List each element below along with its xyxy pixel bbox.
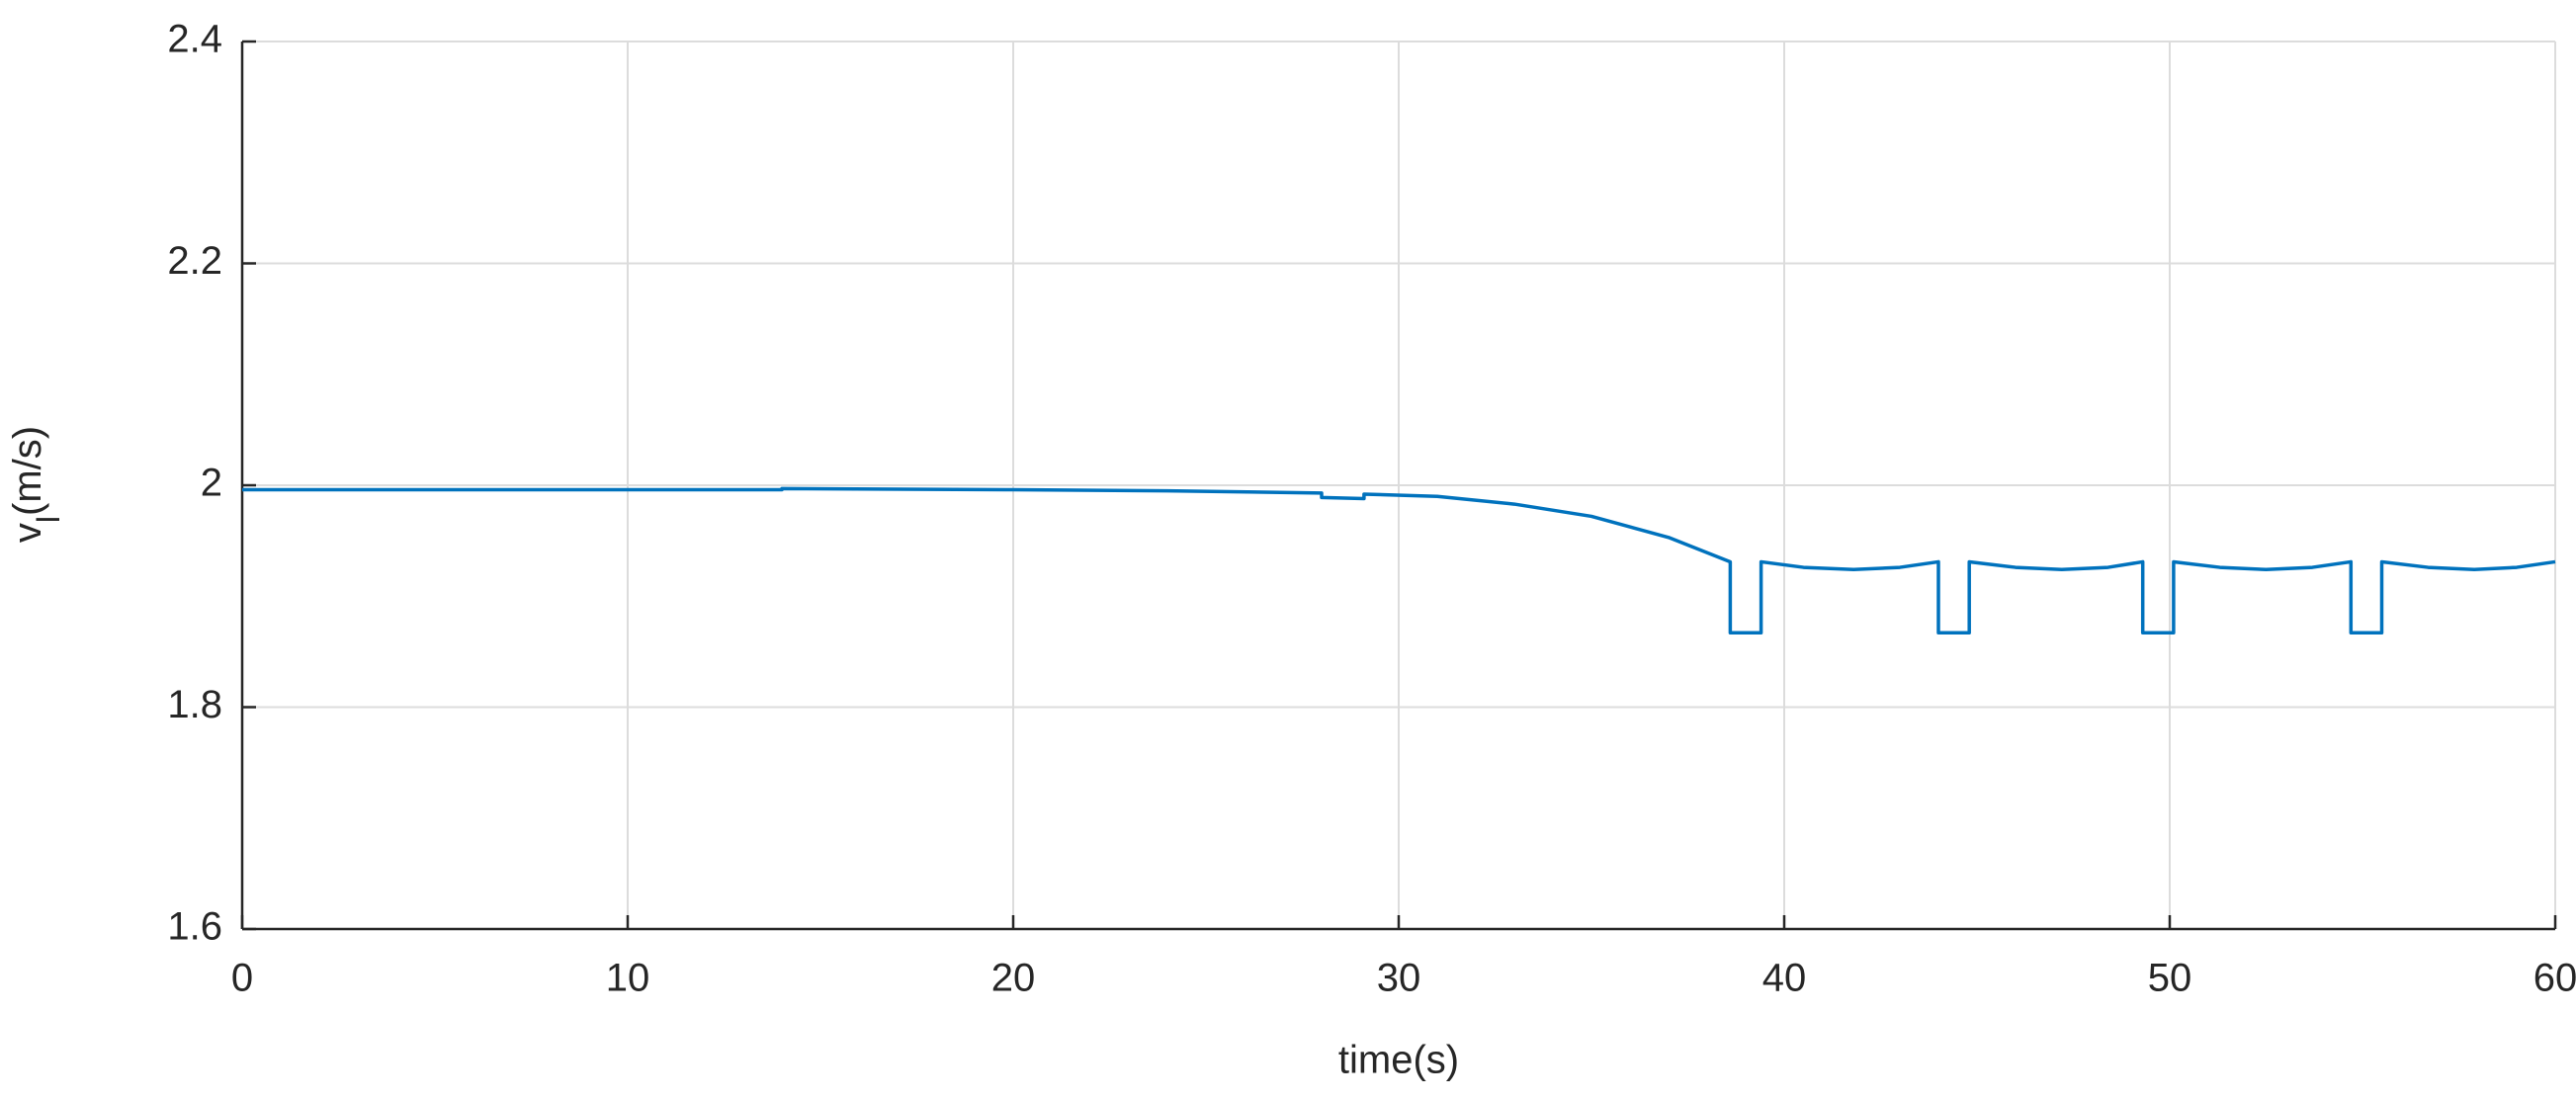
x-tick-label: 60 bbox=[2533, 957, 2576, 1000]
y-axis-label: vl(m/s) bbox=[6, 426, 67, 543]
x-tick-label: 30 bbox=[1377, 957, 1421, 1000]
y-tick-label: 2.4 bbox=[167, 18, 222, 61]
x-axis-label: time(s) bbox=[1338, 1039, 1459, 1082]
x-tick-label: 20 bbox=[991, 957, 1036, 1000]
x-tick-label: 0 bbox=[231, 957, 253, 1000]
y-axis-label-unit: (m/s) bbox=[6, 426, 49, 516]
data-line bbox=[242, 486, 2556, 635]
x-tick-label: 40 bbox=[1762, 957, 1807, 1000]
y-tick-label: 1.6 bbox=[167, 905, 222, 949]
y-tick-label: 1.8 bbox=[167, 683, 222, 726]
y-axis-label-sub: l bbox=[31, 516, 66, 523]
y-tick-label: 2.2 bbox=[167, 239, 222, 283]
x-tick-label: 50 bbox=[2148, 957, 2192, 1000]
y-tick-label: 2 bbox=[201, 462, 222, 505]
y-axis-label-base: v bbox=[6, 523, 49, 543]
x-tick-label: 10 bbox=[606, 957, 650, 1000]
